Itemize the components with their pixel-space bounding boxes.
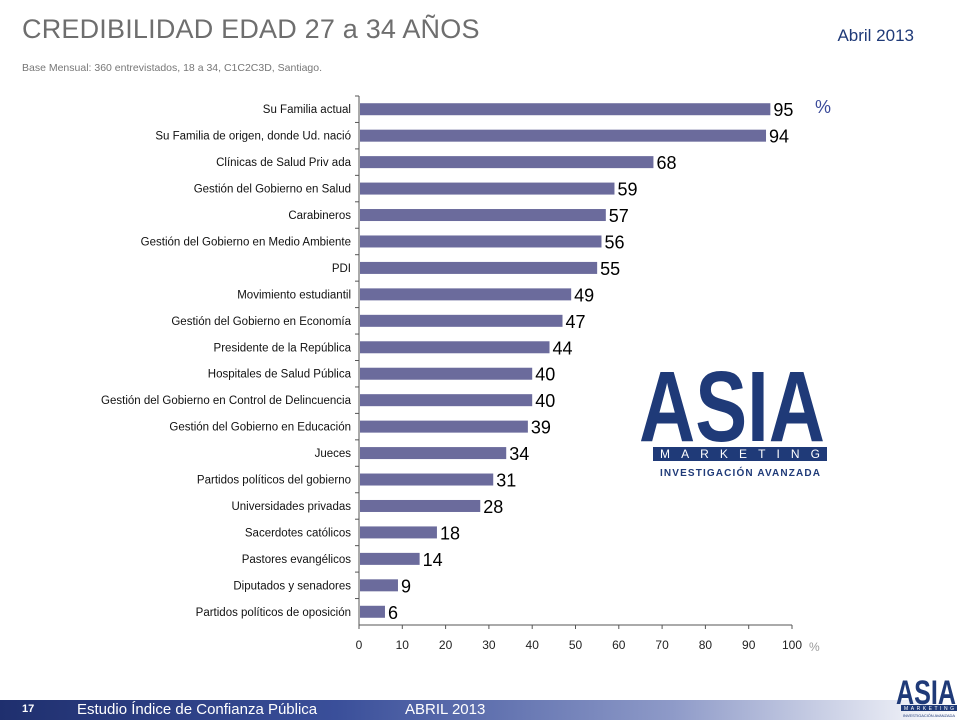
bar bbox=[360, 420, 528, 433]
x-tick-label: 80 bbox=[699, 638, 713, 652]
bar bbox=[360, 499, 481, 512]
value-label: 49 bbox=[574, 285, 594, 305]
x-tick-label: 90 bbox=[742, 638, 756, 652]
category-label: Gestión del Gobierno en Control de Delin… bbox=[101, 395, 352, 407]
value-label: 47 bbox=[566, 312, 586, 332]
bar bbox=[360, 605, 385, 618]
bar bbox=[360, 156, 654, 169]
x-tick-label: 0 bbox=[356, 638, 363, 652]
bar bbox=[360, 261, 598, 274]
category-label: Pastores evangélicos bbox=[242, 554, 352, 566]
logo-letters: ASIA bbox=[639, 359, 825, 463]
x-tick-label: 50 bbox=[569, 638, 583, 652]
bar bbox=[360, 341, 550, 354]
value-label: 28 bbox=[483, 497, 503, 517]
bar bbox=[360, 209, 606, 222]
logo-band-text: MARKETING bbox=[660, 447, 820, 461]
category-label: Su Familia actual bbox=[263, 104, 351, 116]
small-logo-band: MARKETING bbox=[904, 706, 954, 712]
bar bbox=[360, 367, 533, 380]
x-tick-label: 10 bbox=[396, 638, 410, 652]
bar bbox=[360, 552, 420, 565]
bar bbox=[360, 103, 771, 116]
bar bbox=[360, 314, 563, 327]
category-label: Jueces bbox=[315, 448, 352, 460]
category-label: PDI bbox=[332, 263, 351, 275]
value-label: 40 bbox=[535, 365, 555, 385]
value-label: 39 bbox=[531, 418, 551, 438]
x-tick-label: 100 bbox=[782, 638, 802, 652]
value-label: 57 bbox=[609, 206, 629, 226]
bar bbox=[360, 394, 533, 407]
page-title: CREDIBILIDAD EDAD 27 a 34 AÑOS bbox=[22, 14, 480, 44]
value-label: 44 bbox=[553, 338, 573, 358]
bar bbox=[360, 579, 398, 592]
value-label: 56 bbox=[604, 232, 624, 252]
category-label: Gestión del Gobierno en Economía bbox=[171, 316, 351, 328]
category-label: Gestión del Gobierno en Salud bbox=[194, 184, 351, 196]
value-label: 31 bbox=[496, 471, 516, 491]
value-label: 6 bbox=[388, 603, 398, 623]
category-label: Clínicas de Salud Priv ada bbox=[216, 157, 351, 169]
asia-marketing-small-logo: ASIA MARKETING INVESTIGACIÓN AVANZADA bbox=[896, 674, 957, 718]
asia-marketing-logo: ASIA MARKETING INVESTIGACIÓN AVANZADA bbox=[637, 359, 827, 479]
value-label: 55 bbox=[600, 259, 620, 279]
x-tick-label: 40 bbox=[526, 638, 540, 652]
bar bbox=[360, 447, 507, 460]
category-label: Diputados y senadores bbox=[233, 580, 351, 592]
unit-label: % bbox=[815, 97, 832, 117]
study-name: Estudio Índice de Confianza Pública bbox=[77, 701, 318, 718]
value-label: 9 bbox=[401, 576, 411, 596]
x-tick-label: 60 bbox=[612, 638, 626, 652]
category-label: Gestión del Gobierno en Medio Ambiente bbox=[141, 236, 351, 248]
value-label: 94 bbox=[769, 127, 789, 147]
logo-tagline: INVESTIGACIÓN AVANZADA bbox=[660, 466, 820, 479]
value-label: 14 bbox=[423, 550, 443, 570]
value-label: 18 bbox=[440, 523, 460, 543]
bar bbox=[360, 288, 572, 301]
value-label: 40 bbox=[535, 391, 555, 411]
category-label: Carabineros bbox=[288, 210, 351, 222]
value-label: 68 bbox=[656, 153, 676, 173]
footer-date: ABRIL 2013 bbox=[405, 701, 486, 718]
category-label: Partidos políticos del gobierno bbox=[197, 475, 351, 487]
category-label: Universidades privadas bbox=[231, 501, 351, 513]
category-label: Hospitales de Salud Pública bbox=[208, 369, 352, 381]
report-date: Abril 2013 bbox=[837, 26, 914, 45]
x-tick-label: 30 bbox=[482, 638, 496, 652]
category-label: Presidente de la República bbox=[214, 342, 352, 354]
x-axis-unit-label: % bbox=[809, 640, 820, 654]
value-label: 59 bbox=[617, 180, 637, 200]
category-label: Movimiento estudiantil bbox=[237, 289, 351, 301]
page-number: 17 bbox=[22, 703, 35, 715]
x-tick-label: 20 bbox=[439, 638, 453, 652]
bar bbox=[360, 129, 767, 142]
bar bbox=[360, 473, 494, 486]
x-tick-label: 70 bbox=[655, 638, 669, 652]
category-label: Partidos políticos de oposición bbox=[196, 607, 351, 619]
bar bbox=[360, 182, 615, 195]
small-logo-tagline: INVESTIGACIÓN AVANZADA bbox=[903, 713, 955, 718]
value-label: 95 bbox=[773, 100, 793, 120]
category-label: Sacerdotes católicos bbox=[245, 527, 351, 539]
bar bbox=[360, 235, 602, 248]
category-label: Su Familia de origen, donde Ud. nació bbox=[155, 131, 351, 143]
credibility-bar-chart: Su Familia actual 95 Su Familia de origen,… bbox=[101, 95, 820, 654]
value-label: 34 bbox=[509, 444, 529, 464]
footer-bar: 17 Estudio Índice de Confianza Pública A… bbox=[0, 700, 960, 720]
sample-base-note: Base Mensual: 360 entrevistados, 18 a 34… bbox=[22, 62, 323, 74]
category-label: Gestión del Gobierno en Educación bbox=[169, 422, 351, 434]
bar bbox=[360, 526, 437, 539]
